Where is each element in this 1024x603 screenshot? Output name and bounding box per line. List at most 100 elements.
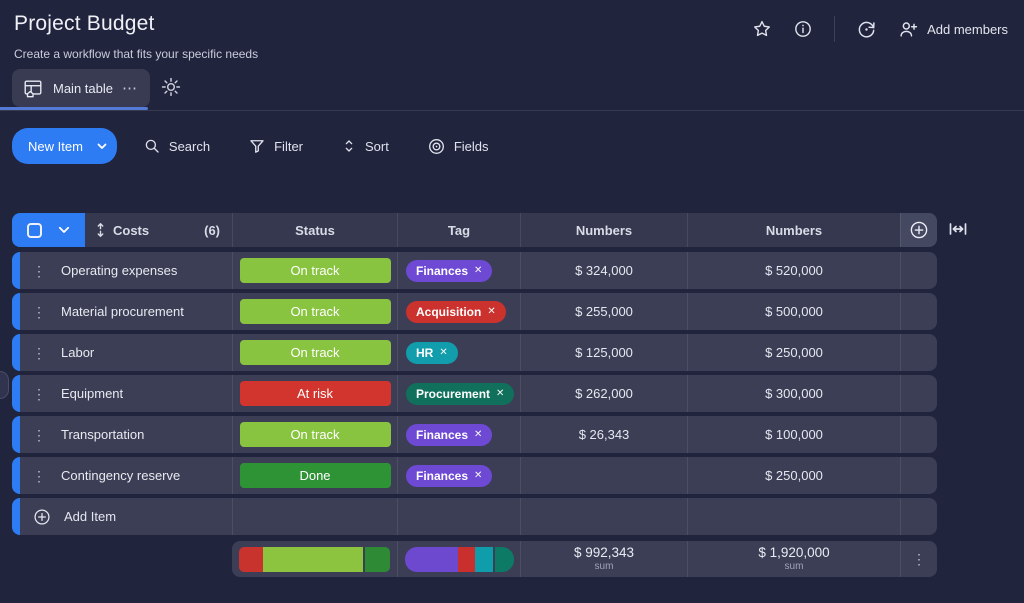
- item-name-cell[interactable]: ⋮ Transportation: [20, 416, 232, 453]
- item-name-cell[interactable]: ⋮ Operating expenses: [20, 252, 232, 289]
- numbers2-cell[interactable]: $ 520,000: [687, 252, 900, 289]
- row-kebab-menu[interactable]: ⋮: [32, 344, 46, 361]
- page-title: Project Budget: [14, 12, 155, 35]
- filter-button[interactable]: Filter: [248, 137, 303, 155]
- tag-cell[interactable]: Finances ✕: [397, 252, 520, 289]
- tag-cell[interactable]: Finances ✕: [397, 457, 520, 494]
- tag-cell[interactable]: Finances ✕: [397, 416, 520, 453]
- column-header-numbers-1[interactable]: Numbers: [520, 213, 687, 247]
- sum-label: sum: [784, 561, 804, 572]
- column-header-status[interactable]: Status: [232, 213, 397, 247]
- numbers1-cell[interactable]: $ 324,000: [520, 252, 687, 289]
- add-item-label: Add Item: [64, 509, 117, 524]
- table-row[interactable]: ⋮ Contingency reserve Done Finances ✕ $ 250,0…: [12, 457, 937, 494]
- numbers2-cell[interactable]: $ 250,000: [687, 334, 900, 371]
- footer-kebab-menu[interactable]: ⋮: [912, 551, 926, 567]
- tag-badge[interactable]: Finances ✕: [406, 464, 493, 487]
- tag-remove-icon[interactable]: ✕: [474, 429, 483, 440]
- footer-menu-cell: ⋮: [900, 541, 937, 577]
- numbers1-cell[interactable]: [520, 457, 687, 494]
- numbers2-cell[interactable]: $ 250,000: [687, 457, 900, 494]
- tag-remove-icon[interactable]: ✕: [474, 470, 483, 481]
- status-badge[interactable]: On track: [239, 258, 391, 283]
- select-all-checkbox[interactable]: [27, 222, 43, 238]
- column-header-tag[interactable]: Tag: [397, 213, 520, 247]
- sync-icon: [856, 19, 877, 40]
- row-kebab-menu[interactable]: ⋮: [32, 385, 46, 402]
- status-cell[interactable]: On track: [232, 252, 397, 289]
- table-row[interactable]: ⋮ Equipment At risk Procurement ✕ $ 262,000 $ …: [12, 375, 937, 412]
- numbers1-cell[interactable]: $ 26,343: [520, 416, 687, 453]
- column-header-numbers-2[interactable]: Numbers: [687, 213, 900, 247]
- tag-remove-icon[interactable]: ✕: [474, 265, 483, 276]
- number-value: $ 250,000: [765, 345, 823, 360]
- tab-main-table[interactable]: Main table ⋯: [12, 69, 150, 107]
- item-name-cell[interactable]: ⋮ Equipment: [20, 375, 232, 412]
- add-item-row[interactable]: Add Item: [12, 498, 937, 535]
- status-cell[interactable]: Done: [232, 457, 397, 494]
- new-item-dropdown[interactable]: [93, 128, 117, 164]
- tag-remove-icon[interactable]: ✕: [439, 347, 448, 358]
- search-button[interactable]: Search: [143, 137, 210, 155]
- tag-cell[interactable]: Acquisition ✕: [397, 293, 520, 330]
- header-divider: [834, 16, 836, 42]
- tag-badge[interactable]: Finances ✕: [406, 423, 493, 446]
- status-badge[interactable]: At risk: [239, 381, 391, 406]
- fit-columns-button[interactable]: [946, 217, 970, 241]
- table-row[interactable]: ⋮ Transportation On track Finances ✕ $ 26,343…: [12, 416, 937, 453]
- tag-badge[interactable]: Finances ✕: [406, 259, 493, 282]
- numbers2-cell[interactable]: $ 500,000: [687, 293, 900, 330]
- filter-label: Filter: [274, 138, 303, 154]
- item-name-cell[interactable]: ⋮ Contingency reserve: [20, 457, 232, 494]
- status-cell[interactable]: On track: [232, 293, 397, 330]
- add-members-button[interactable]: Add members: [898, 19, 1008, 40]
- tag-badge[interactable]: Procurement ✕: [406, 382, 515, 405]
- status-badge[interactable]: On track: [239, 299, 391, 324]
- numbers1-cell[interactable]: $ 262,000: [520, 375, 687, 412]
- numbers1-cell[interactable]: $ 255,000: [520, 293, 687, 330]
- item-name-cell[interactable]: ⋮ Labor: [20, 334, 232, 371]
- number-value: $ 520,000: [765, 263, 823, 278]
- add-column-button[interactable]: [908, 219, 930, 241]
- tag-remove-icon[interactable]: ✕: [496, 388, 505, 399]
- numbers2-cell[interactable]: $ 100,000: [687, 416, 900, 453]
- info-button[interactable]: [793, 19, 813, 39]
- status-badge[interactable]: Done: [239, 463, 391, 488]
- fields-button[interactable]: Fields: [427, 137, 489, 156]
- status-badge[interactable]: On track: [239, 422, 391, 447]
- row-kebab-menu[interactable]: ⋮: [32, 303, 46, 320]
- sort-icon: [341, 137, 357, 155]
- sum-value: $ 1,920,000: [758, 545, 830, 561]
- tag-badge[interactable]: Acquisition ✕: [406, 300, 506, 323]
- table-row[interactable]: ⋮ Operating expenses On track Finances ✕ $ 32…: [12, 252, 937, 289]
- chevron-down-icon[interactable]: [58, 226, 70, 234]
- ellipsis-icon[interactable]: ⋯: [121, 80, 138, 97]
- table-row[interactable]: ⋮ Material procurement On track Acquisition…: [12, 293, 937, 330]
- numbers1-sum-cell[interactable]: $ 992,343 sum: [520, 541, 687, 577]
- column-header-costs[interactable]: Costs (6): [85, 213, 232, 247]
- sort-button[interactable]: Sort: [341, 137, 389, 155]
- row-kebab-menu[interactable]: ⋮: [32, 426, 46, 443]
- tag-cell[interactable]: HR ✕: [397, 334, 520, 371]
- row-kebab-menu[interactable]: ⋮: [32, 262, 46, 279]
- numbers1-cell[interactable]: $ 125,000: [520, 334, 687, 371]
- new-item-label[interactable]: New Item: [28, 138, 83, 154]
- table-row[interactable]: ⋮ Labor On track HR ✕ $ 125,000 $ 250,000: [12, 334, 937, 371]
- numbers2-cell[interactable]: $ 300,000: [687, 375, 900, 412]
- sync-button[interactable]: [856, 19, 877, 40]
- numbers2-sum-cell[interactable]: $ 1,920,000 sum: [687, 541, 900, 577]
- status-cell[interactable]: On track: [232, 416, 397, 453]
- item-name-cell[interactable]: ⋮ Material procurement: [20, 293, 232, 330]
- board-settings-button[interactable]: [160, 76, 182, 98]
- panel-drag-handle[interactable]: [0, 371, 9, 399]
- tag-cell[interactable]: Procurement ✕: [397, 375, 520, 412]
- new-item-button[interactable]: New Item: [12, 128, 117, 164]
- status-badge[interactable]: On track: [239, 340, 391, 365]
- status-cell[interactable]: On track: [232, 334, 397, 371]
- row-kebab-menu[interactable]: ⋮: [32, 467, 46, 484]
- status-cell[interactable]: At risk: [232, 375, 397, 412]
- favorite-button[interactable]: [752, 19, 772, 39]
- tag-badge[interactable]: HR ✕: [406, 341, 458, 364]
- tag-remove-icon[interactable]: ✕: [487, 306, 496, 317]
- add-item-cell[interactable]: Add Item: [20, 498, 232, 535]
